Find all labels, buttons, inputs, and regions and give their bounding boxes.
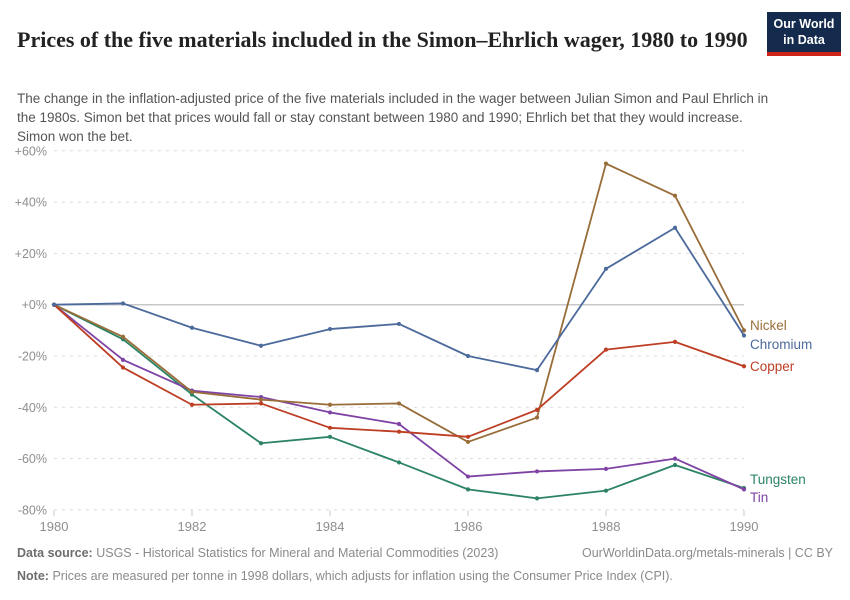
data-point-chromium[interactable] [603, 266, 609, 271]
footer-note-row: Note: Prices are measured per tonne in 1… [17, 569, 833, 583]
page-title: Prices of the five materials included in… [17, 26, 748, 52]
series-label-tin[interactable]: Tin [750, 490, 769, 505]
data-point-tungsten[interactable] [465, 487, 471, 492]
data-point-nickel[interactable] [258, 397, 264, 402]
note: Note: Prices are measured per tonne in 1… [17, 569, 673, 583]
data-point-nickel[interactable] [672, 193, 678, 198]
data-point-chromium[interactable] [327, 326, 333, 332]
data-point-chromium[interactable] [120, 301, 126, 306]
series-label-chromium[interactable]: Chromium [750, 337, 813, 352]
data-point-nickel[interactable] [603, 161, 609, 166]
attribution-link[interactable]: OurWorldinData.org/metals-minerals | CC … [581, 546, 833, 560]
data-point-tungsten[interactable] [258, 441, 264, 446]
data-point-nickel[interactable] [741, 328, 747, 333]
footer-source-row: Data source: USGS - Historical Statistic… [17, 546, 833, 560]
data-source-label: Data source: [17, 546, 93, 560]
data-source-text: USGS - Historical Statistics for Mineral… [96, 546, 499, 560]
series-line-chromium[interactable] [53, 226, 745, 372]
data-point-tin[interactable] [603, 466, 609, 471]
data-point-chromium[interactable] [465, 353, 471, 359]
data-point-tin[interactable] [327, 410, 333, 415]
note-label: Note: [17, 569, 49, 583]
data-point-tin[interactable] [396, 421, 402, 427]
data-point-nickel[interactable] [327, 402, 333, 407]
data-point-copper[interactable] [465, 434, 471, 439]
data-point-nickel[interactable] [534, 415, 540, 420]
data-point-copper[interactable] [120, 365, 126, 370]
data-point-copper[interactable] [672, 339, 678, 344]
owid-logo[interactable]: Our World in Data [767, 12, 841, 57]
data-point-copper[interactable] [327, 425, 333, 430]
data-point-tungsten[interactable] [603, 488, 609, 493]
chart-subtitle: The change in the inflation-adjusted pri… [17, 90, 769, 144]
data-point-tungsten[interactable] [672, 462, 678, 468]
x-axis-tick-label: 1982 [178, 519, 207, 534]
data-point-chromium[interactable] [258, 343, 264, 348]
series-label-nickel[interactable]: Nickel [750, 318, 787, 333]
data-point-tungsten[interactable] [534, 496, 540, 501]
y-axis-tick-label: +20% [15, 247, 47, 261]
logo-line2: in Data [783, 32, 825, 47]
series-line-nickel[interactable] [53, 162, 745, 443]
data-point-chromium[interactable] [741, 333, 747, 338]
y-axis-tick-label: -40% [18, 401, 47, 415]
data-point-copper[interactable] [258, 401, 264, 406]
y-axis-tick-label: -80% [18, 503, 47, 517]
data-point-tin[interactable] [120, 357, 126, 362]
y-axis-tick-label: -60% [18, 452, 47, 466]
x-axis-tick-label: 1980 [40, 519, 69, 534]
x-axis-tick-label: 1984 [316, 519, 345, 534]
data-point-tin[interactable] [672, 456, 678, 461]
logo-line1: Our World [773, 17, 835, 31]
y-axis-tick-label: +40% [15, 196, 47, 210]
data-point-tungsten[interactable] [327, 434, 333, 439]
data-point-copper[interactable] [396, 429, 402, 434]
data-point-copper[interactable] [603, 347, 609, 352]
y-axis-tick-label: +0% [22, 298, 47, 312]
data-point-chromium[interactable] [51, 302, 57, 307]
x-axis-tick-label: 1990 [730, 519, 759, 534]
data-point-copper[interactable] [741, 364, 747, 369]
data-point-tungsten[interactable] [396, 460, 402, 465]
data-point-nickel[interactable] [189, 389, 195, 395]
line-chart[interactable]: +60% +40% +20% +0% -20% -40% -60% -80% 1980 1982 1… [0, 0, 850, 540]
series-label-tungsten[interactable]: Tungsten [750, 472, 806, 487]
x-axis-tick-label: 1988 [592, 519, 621, 534]
data-point-chromium[interactable] [189, 325, 195, 330]
y-axis-tick-label: +60% [15, 144, 47, 158]
data-point-nickel[interactable] [396, 401, 402, 406]
data-source: Data source: USGS - Historical Statistic… [17, 546, 498, 560]
data-point-chromium[interactable] [534, 368, 540, 373]
data-point-nickel[interactable] [465, 439, 471, 445]
note-text: Prices are measured per tonne in 1998 do… [52, 569, 673, 583]
data-point-copper[interactable] [534, 407, 540, 412]
data-point-tin[interactable] [465, 474, 471, 479]
series-label-copper[interactable]: Copper [750, 359, 795, 374]
data-point-chromium[interactable] [396, 321, 402, 327]
data-point-tin[interactable] [741, 487, 747, 492]
data-point-nickel[interactable] [120, 334, 126, 339]
data-point-copper[interactable] [189, 402, 195, 407]
y-axis-tick-label: -20% [18, 350, 47, 364]
data-point-chromium[interactable] [672, 225, 678, 230]
x-axis-tick-label: 1986 [454, 519, 483, 534]
data-point-tin[interactable] [534, 469, 540, 474]
